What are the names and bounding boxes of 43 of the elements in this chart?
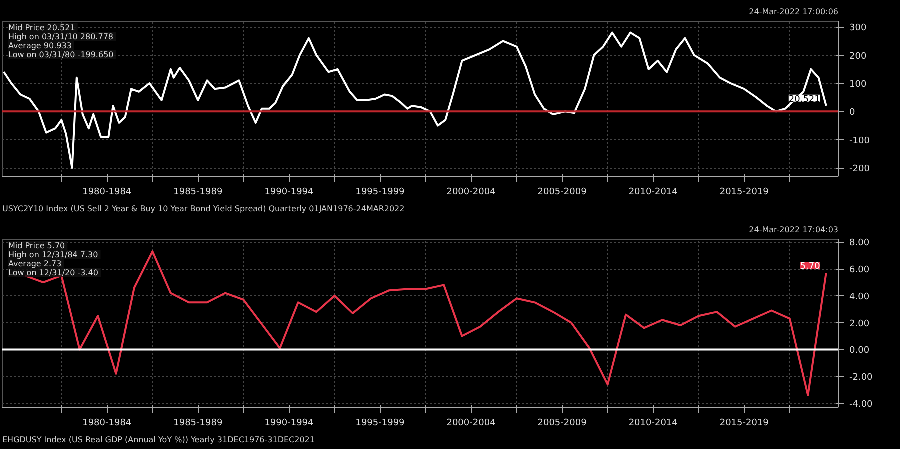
annotation: Average 2.73 <box>8 260 62 268</box>
y-tick-label: 0 <box>850 108 856 118</box>
x-tick-label: 2000-2004 <box>446 188 496 198</box>
x-tick-label: 1990-1994 <box>264 418 314 428</box>
y-tick-label: -2.00 <box>850 373 874 384</box>
y-tick-label: -100 <box>850 136 870 146</box>
y-tick-label: -4.00 <box>850 400 874 410</box>
annotation: Low on 12/31/20 -3.40 <box>8 268 98 278</box>
y-tick-label: 300 <box>850 24 867 34</box>
x-tick-label: 1995-1999 <box>356 418 406 428</box>
x-tick-label: 2010-2014 <box>628 418 678 428</box>
annotation: High on 03/31/10 280.778 <box>8 32 114 42</box>
x-tick-label: 2005-2009 <box>538 418 588 428</box>
y-tick-label: 200 <box>850 52 867 62</box>
x-tick-label: 2005-2009 <box>538 188 588 198</box>
text: USYC2Y10 Index (US Sell 2 Year & Buy 10 Year Bond Yield Spread) Quarterly 01JAN1976-24MAR2022 <box>2 204 405 214</box>
annotation: Mid Price 5.70 <box>8 242 66 250</box>
x-tick-label: 1995-1999 <box>356 188 406 198</box>
text: 24-Mar-2022 17:00:06 <box>749 8 839 16</box>
x-tick-label: 1985-1989 <box>174 418 223 428</box>
x-tick-label: 2010-2014 <box>628 188 678 198</box>
line-series <box>3 32 828 170</box>
y-tick-label: 4.00 <box>850 292 870 302</box>
annotation: Mid Price 20.521 <box>8 24 76 32</box>
x-tick-label: 2015-2019 <box>720 418 770 428</box>
y-tick-label: -200 <box>850 164 870 175</box>
annotation: Low on 03/31/80 -199.650 <box>8 50 114 60</box>
annotation: Average 90.933 <box>8 42 72 50</box>
y-tick-label: 6.00 <box>850 266 870 276</box>
y-tick-label: 8.00 <box>850 238 870 249</box>
x-tick-label: 2000-2004 <box>446 418 496 428</box>
text: EHGDUSY Index (US Real GDP (Annual YoY %)) Yearly 31DEC1976-31DEC2021 <box>2 436 315 444</box>
annotation: 20.521 <box>788 94 820 105</box>
x-tick-label: 1990-1994 <box>264 188 314 198</box>
annotation: High on 12/31/84 7.30 <box>8 250 98 260</box>
x-tick-label: 2015-2019 <box>720 188 770 198</box>
x-tick-label: 1980-1984 <box>82 418 132 428</box>
text: 24-Mar-2022 17:04:03 <box>749 226 839 234</box>
y-tick-label: 100 <box>850 80 867 90</box>
y-tick-label: 2.00 <box>850 319 870 330</box>
x-tick-label: 1985-1989 <box>174 188 223 198</box>
x-tick-label: 1980-1984 <box>82 188 132 198</box>
y-tick-label: 0.00 <box>850 346 870 356</box>
